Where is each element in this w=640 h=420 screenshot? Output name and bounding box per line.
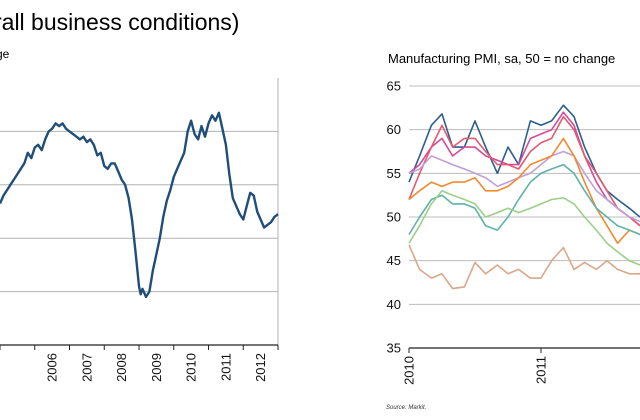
right-x-tick-label: 2011	[534, 356, 549, 384]
left-x-tick-labels: 2006 2007 2008 2009 2010 2011 2012	[45, 353, 269, 382]
right-y-tick-label: 55	[387, 166, 401, 181]
right-series-line-8	[409, 245, 640, 289]
left-x-tick-label: 2010	[184, 353, 199, 382]
source-note: Source: Markit.	[386, 405, 426, 411]
right-y-tick-label: 65	[387, 79, 401, 94]
right-y-tick-label: 40	[387, 297, 401, 312]
right-series-line-7	[409, 191, 640, 265]
right-x-tick-label: 2010	[402, 356, 417, 385]
left-x-tick-label: 2009	[149, 353, 164, 382]
left-x-tick-label: 2006	[45, 353, 60, 382]
left-x-tick-label: 2007	[79, 353, 94, 382]
right-y-tick-labels: 35 40 45 50 55 60 65	[387, 79, 401, 356]
left-x-tick-label: 2011	[218, 353, 233, 381]
left-x-tick-label: 2012	[253, 353, 268, 382]
left-chart-title: rall business conditions)	[0, 9, 239, 35]
right-chart-subtitle: Manufacturing PMI, sa, 50 = no change	[388, 51, 615, 66]
left-series-line	[0, 113, 278, 297]
left-gridlines	[0, 78, 278, 345]
right-y-tick-label: 60	[387, 122, 401, 137]
right-y-tick-label: 50	[387, 210, 401, 225]
left-x-tick-label: 2008	[114, 353, 129, 382]
right-x-axis	[409, 348, 640, 353]
right-y-tick-label: 35	[387, 341, 401, 356]
left-chart-subtitle: ge	[0, 47, 10, 61]
left-series-group	[0, 113, 278, 297]
right-y-tick-label: 45	[387, 253, 401, 268]
left-x-axis	[0, 345, 278, 350]
chart-canvas: rall business conditions) ge 20062007200…	[0, 0, 640, 420]
right-x-tick-labels: 2010 2011	[402, 356, 549, 385]
